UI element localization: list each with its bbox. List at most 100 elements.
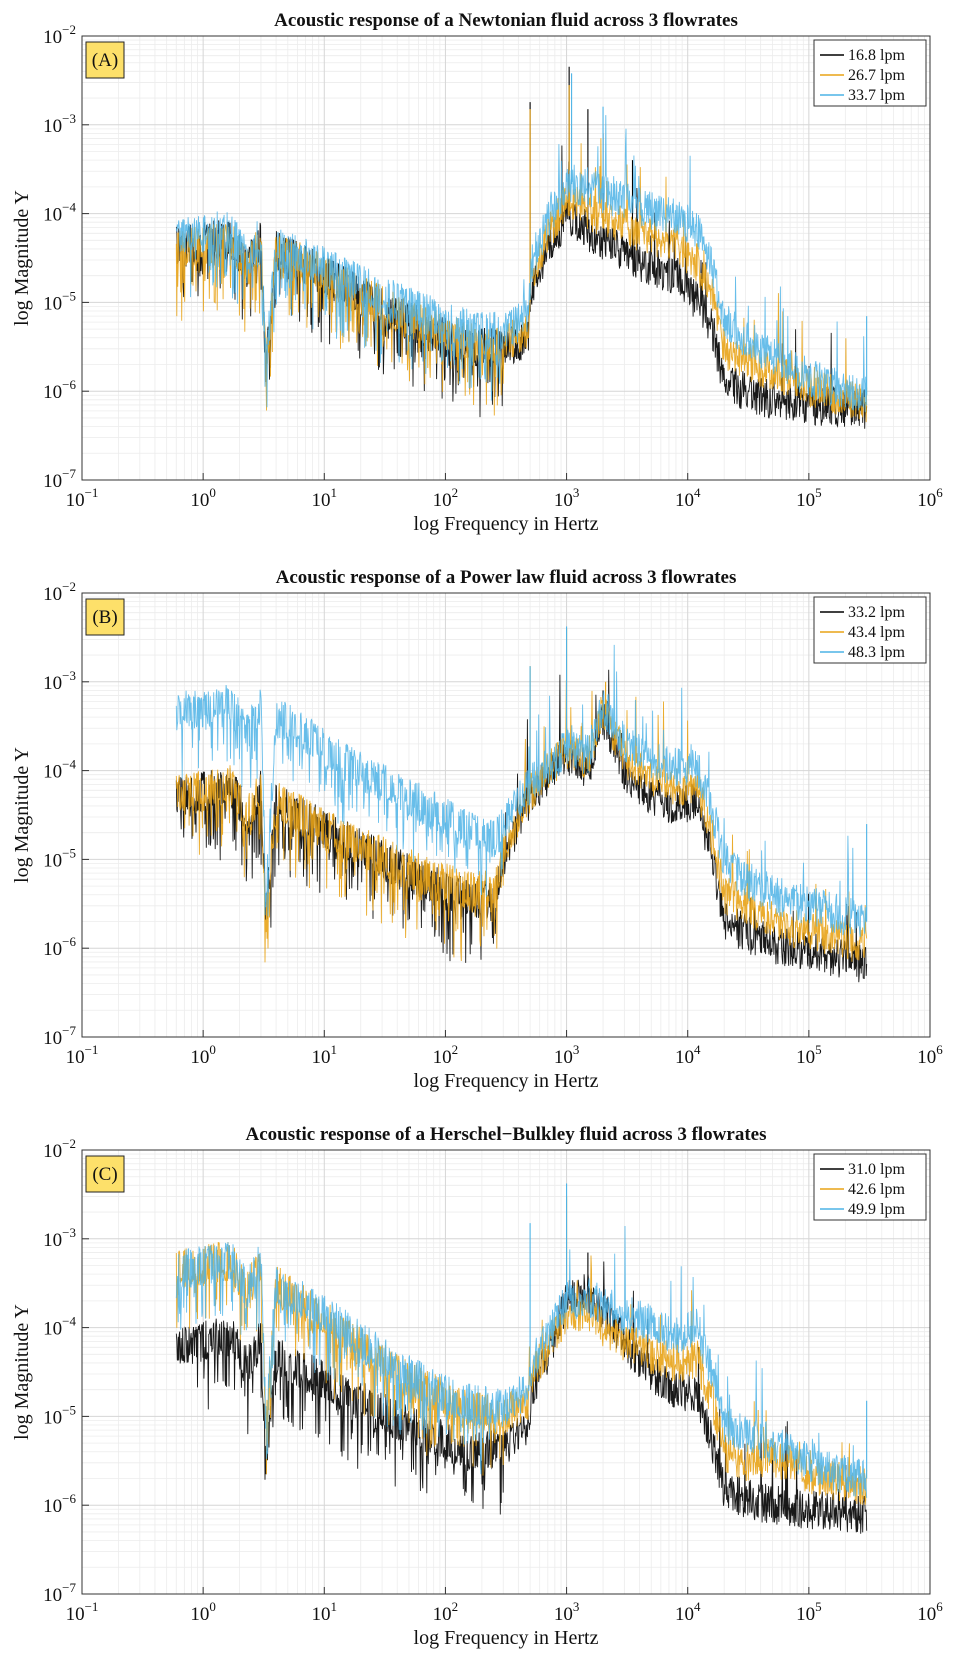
x-tick-label-exp: 5 xyxy=(815,1599,822,1614)
y-tick-label-base: 10 xyxy=(43,762,62,783)
x-tick-label: 102 xyxy=(433,1599,459,1625)
x-tick-label: 101 xyxy=(312,1042,338,1068)
x-tick-label: 101 xyxy=(312,485,338,511)
x-tick-label: 102 xyxy=(433,485,459,511)
legend-entry: 33.2 lpm xyxy=(848,604,905,621)
y-axis-label: log Magnitude Y xyxy=(11,190,33,326)
y-tick-label-exp: −2 xyxy=(62,1136,76,1151)
x-tick-label: 106 xyxy=(917,485,943,511)
x-tick-label: 106 xyxy=(917,1042,943,1068)
panel-tag: (A) xyxy=(85,41,125,79)
series-group xyxy=(175,626,868,983)
x-tick-label: 103 xyxy=(554,1042,580,1068)
y-tick-label-base: 10 xyxy=(43,1141,62,1162)
x-tick-label-base: 10 xyxy=(66,490,85,511)
y-tick-label-exp: −5 xyxy=(62,1402,76,1417)
legend-entry: 49.9 lpm xyxy=(848,1201,905,1218)
x-tick-label-exp: 6 xyxy=(936,1042,943,1057)
x-tick-label-exp: 1 xyxy=(331,1599,338,1614)
x-axis-label: log Frequency in Hertz xyxy=(414,1070,599,1092)
x-tick-label-base: 10 xyxy=(796,1047,815,1068)
y-tick-label: 10−3 xyxy=(43,668,76,694)
y-tick-label-base: 10 xyxy=(43,1407,62,1428)
x-tick-label-exp: 3 xyxy=(573,1042,580,1057)
legend-entry: 48.3 lpm xyxy=(848,644,905,661)
x-tick-label-base: 10 xyxy=(433,1604,452,1625)
y-tick-label: 10−6 xyxy=(43,377,76,403)
y-tick-label-base: 10 xyxy=(43,584,62,605)
series-line xyxy=(175,680,868,963)
y-tick-label-exp: −6 xyxy=(62,1491,76,1506)
y-tick-label: 10−2 xyxy=(43,22,76,48)
series-line xyxy=(175,1241,868,1505)
x-tick-label-base: 10 xyxy=(917,1047,936,1068)
x-tick-label: 10−1 xyxy=(66,485,99,511)
x-axis-label: log Frequency in Hertz xyxy=(414,513,599,535)
series-group xyxy=(175,1183,868,1534)
x-tick-label-exp: −1 xyxy=(85,1599,99,1614)
panel-tag-box xyxy=(85,41,125,79)
y-tick-label-base: 10 xyxy=(43,471,62,492)
series-line xyxy=(175,115,868,413)
x-tick-label: 104 xyxy=(675,1042,701,1068)
x-tick-label-exp: −1 xyxy=(85,485,99,500)
y-tick-label: 10−3 xyxy=(43,111,76,137)
x-tick-label: 105 xyxy=(796,1599,822,1625)
chart-title: Acoustic response of a Newtonian fluid a… xyxy=(274,10,738,31)
y-tick-label: 10−2 xyxy=(43,1136,76,1162)
legend-entry: 16.8 lpm xyxy=(848,47,905,64)
axes-box xyxy=(81,1149,931,1595)
y-tick-label-exp: −4 xyxy=(62,200,76,215)
y-tick-label: 10−4 xyxy=(43,1314,76,1340)
y-tick-label-exp: −7 xyxy=(62,1023,76,1038)
series-group xyxy=(175,66,868,429)
x-tick-label-base: 10 xyxy=(554,490,573,511)
x-tick-label-base: 10 xyxy=(796,1604,815,1625)
x-tick-label: 105 xyxy=(796,1042,822,1068)
x-tick-label: 104 xyxy=(675,1599,701,1625)
y-tick-label-exp: −3 xyxy=(62,1225,76,1240)
x-tick-label-base: 10 xyxy=(66,1047,85,1068)
panel-tag-box xyxy=(85,598,125,636)
x-tick-label-exp: 4 xyxy=(694,1042,701,1057)
y-tick-label-base: 10 xyxy=(43,116,62,137)
x-tick-label: 106 xyxy=(917,1599,943,1625)
x-tick-label-exp: 3 xyxy=(573,1599,580,1614)
chart-title: Acoustic response of a Power law fluid a… xyxy=(276,567,737,588)
y-tick-label-base: 10 xyxy=(43,27,62,48)
y-tick-label-exp: −3 xyxy=(62,111,76,126)
x-tick-label-exp: 5 xyxy=(815,485,822,500)
y-tick-label-exp: −4 xyxy=(62,1314,76,1329)
y-tick-label-exp: −7 xyxy=(62,466,76,481)
x-tick-label-exp: 1 xyxy=(331,485,338,500)
x-tick-label-base: 10 xyxy=(675,1604,694,1625)
y-tick-label: 10−7 xyxy=(43,1580,76,1606)
y-tick-label: 10−5 xyxy=(43,1402,76,1428)
x-tick-label-base: 10 xyxy=(917,1604,936,1625)
panel-tag-label: (C) xyxy=(92,1164,117,1185)
y-axis-label: log Magnitude Y xyxy=(11,1304,33,1440)
x-tick-label-exp: 0 xyxy=(209,1599,216,1614)
x-tick-label-base: 10 xyxy=(796,490,815,511)
y-tick-label-base: 10 xyxy=(43,1028,62,1049)
y-tick-label: 10−4 xyxy=(43,200,76,226)
x-tick-label-base: 10 xyxy=(312,1047,331,1068)
x-axis-label: log Frequency in Hertz xyxy=(414,1627,599,1649)
y-tick-label-base: 10 xyxy=(43,293,62,314)
series-line xyxy=(175,138,868,423)
x-tick-label-exp: 2 xyxy=(452,1599,459,1614)
x-tick-label-exp: 0 xyxy=(209,1042,216,1057)
y-tick-label-base: 10 xyxy=(43,1585,62,1606)
y-tick-label-base: 10 xyxy=(43,939,62,960)
x-tick-label-base: 10 xyxy=(917,490,936,511)
y-tick-label: 10−5 xyxy=(43,845,76,871)
x-tick-label-exp: 2 xyxy=(452,1042,459,1057)
panel-tag-label: (A) xyxy=(92,50,118,71)
y-tick-label: 10−6 xyxy=(43,934,76,960)
y-tick-label-exp: −6 xyxy=(62,377,76,392)
x-tick-label: 103 xyxy=(554,1599,580,1625)
x-tick-label-exp: 3 xyxy=(573,485,580,500)
y-tick-label-exp: −4 xyxy=(62,757,76,772)
